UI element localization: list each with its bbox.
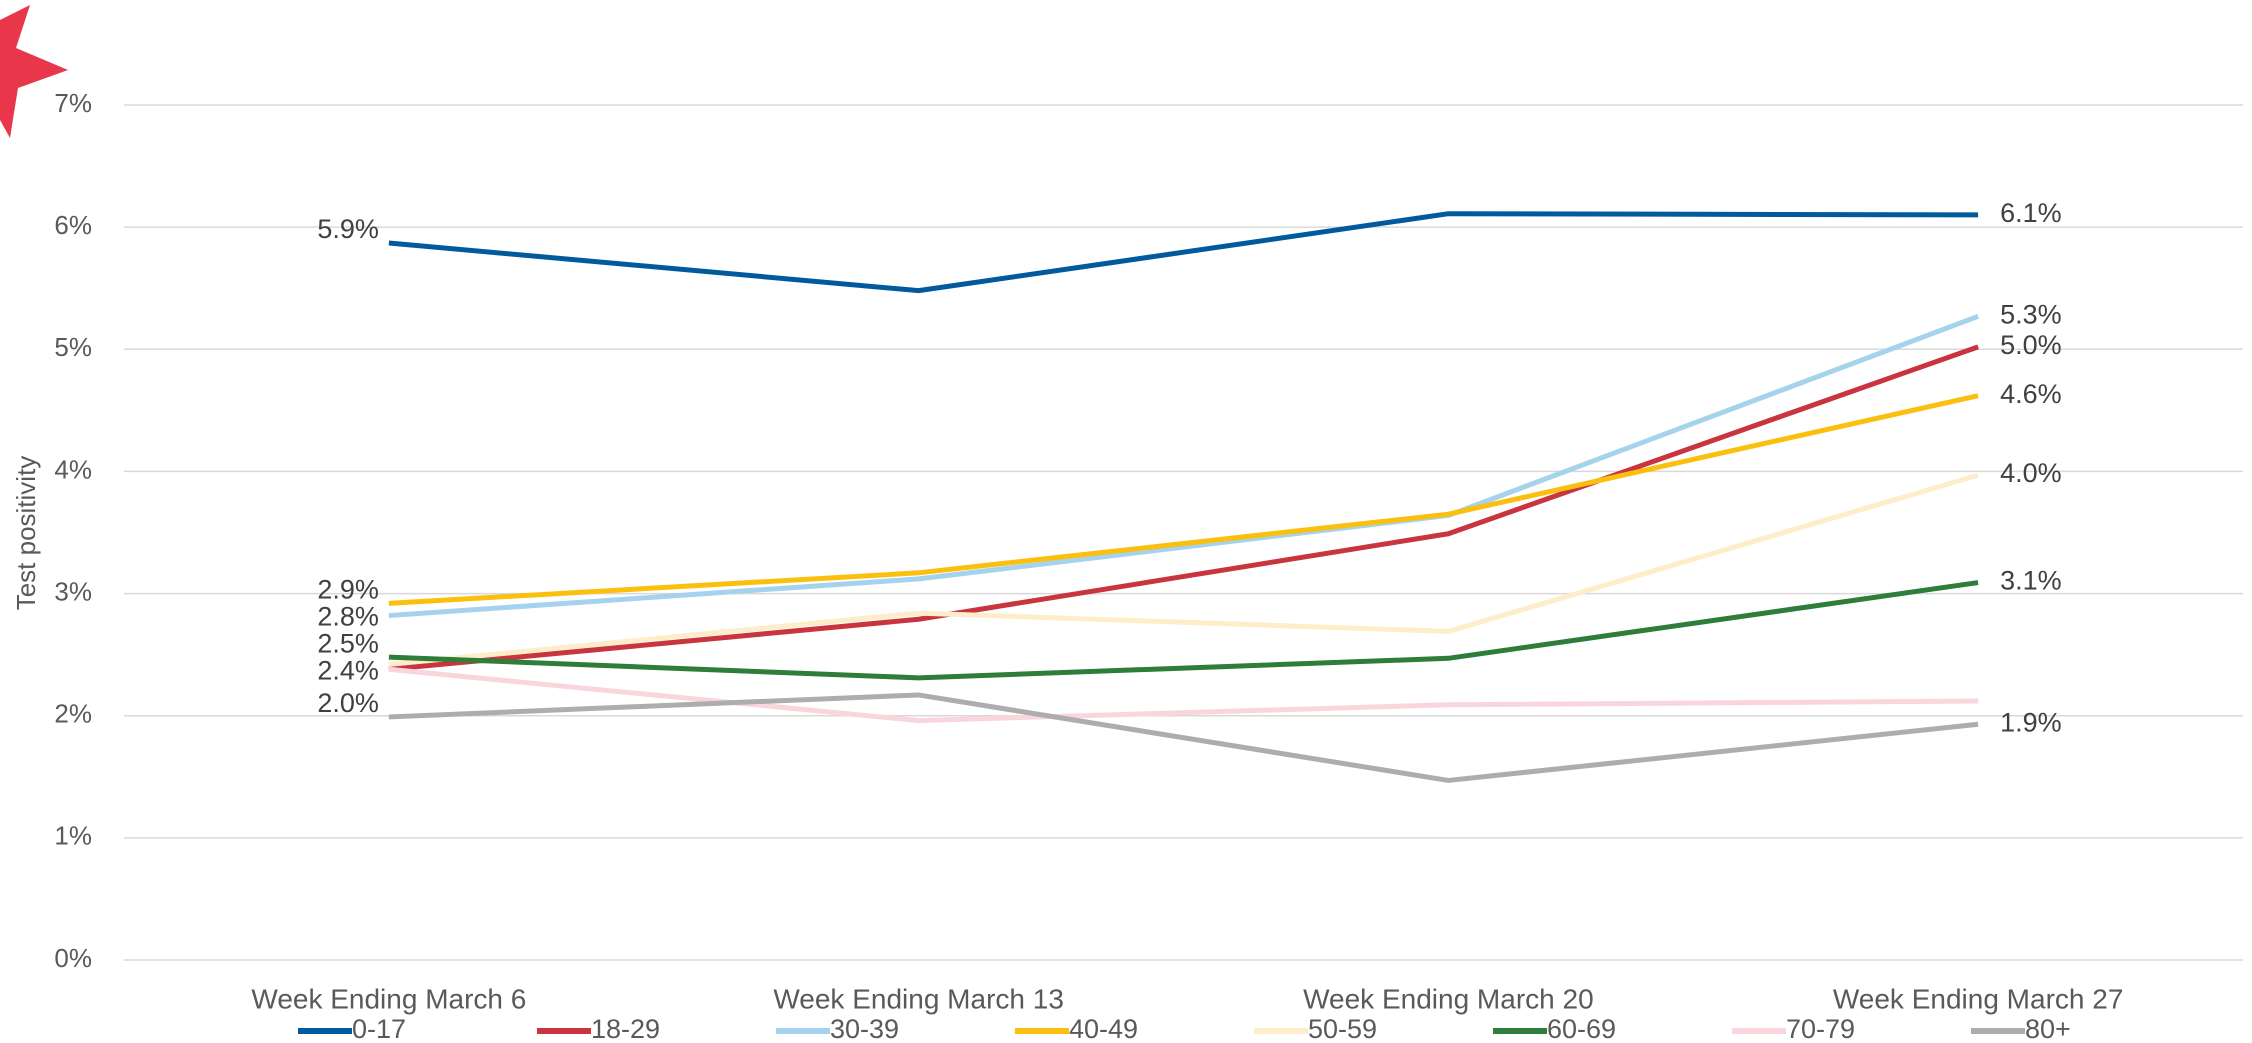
- data-label: 5.9%: [317, 214, 379, 244]
- y-tick-label: 7%: [54, 88, 92, 118]
- y-tick-label: 1%: [54, 821, 92, 851]
- x-tick-label: Week Ending March 27: [1833, 983, 2124, 1014]
- legend-label: 30-39: [830, 1014, 899, 1043]
- x-tick-label: Week Ending March 13: [773, 983, 1064, 1014]
- legend-label: 70-79: [1786, 1014, 1855, 1043]
- data-label: 2.9%: [317, 574, 379, 604]
- series-line: [388, 580, 1979, 681]
- data-label: 5.0%: [2000, 330, 2062, 360]
- legend-label: 40-49: [1069, 1014, 1138, 1043]
- series-line: [388, 313, 1980, 619]
- series-line: [388, 344, 1979, 672]
- data-label: 4.6%: [2000, 379, 2062, 409]
- series-line: [388, 393, 1979, 606]
- legend-label: 18-29: [591, 1014, 660, 1043]
- y-tick-label: 5%: [54, 332, 92, 362]
- data-label: 2.8%: [317, 601, 379, 631]
- star-icon: [0, 5, 68, 138]
- series-line: [388, 692, 1979, 783]
- data-label: 3.1%: [2000, 566, 2062, 596]
- series-line: [388, 666, 1979, 724]
- legend-label: 60-69: [1547, 1014, 1616, 1043]
- data-label: 2.0%: [317, 688, 379, 718]
- data-label: 2.5%: [317, 628, 379, 658]
- data-label: 4.0%: [2000, 458, 2062, 488]
- legend-label: 50-59: [1308, 1014, 1377, 1043]
- series-line: [388, 472, 1979, 667]
- y-tick-label: 0%: [54, 943, 92, 973]
- data-label: 6.1%: [2000, 198, 2062, 228]
- data-label: 2.4%: [317, 655, 379, 685]
- legend-label: 80+: [2025, 1014, 2071, 1043]
- y-tick-label: 2%: [54, 699, 92, 729]
- y-axis-title: Test positivity: [11, 456, 41, 611]
- y-tick-label: 4%: [54, 454, 92, 484]
- data-label: 1.9%: [2000, 707, 2062, 737]
- y-tick-label: 3%: [54, 576, 92, 606]
- legend-label: 0-17: [352, 1014, 406, 1043]
- x-tick-label: Week Ending March 6: [251, 983, 526, 1014]
- data-label: 5.3%: [2000, 299, 2062, 329]
- y-tick-label: 6%: [54, 210, 92, 240]
- x-tick-label: Week Ending March 20: [1303, 983, 1594, 1014]
- series-line: [388, 211, 1979, 294]
